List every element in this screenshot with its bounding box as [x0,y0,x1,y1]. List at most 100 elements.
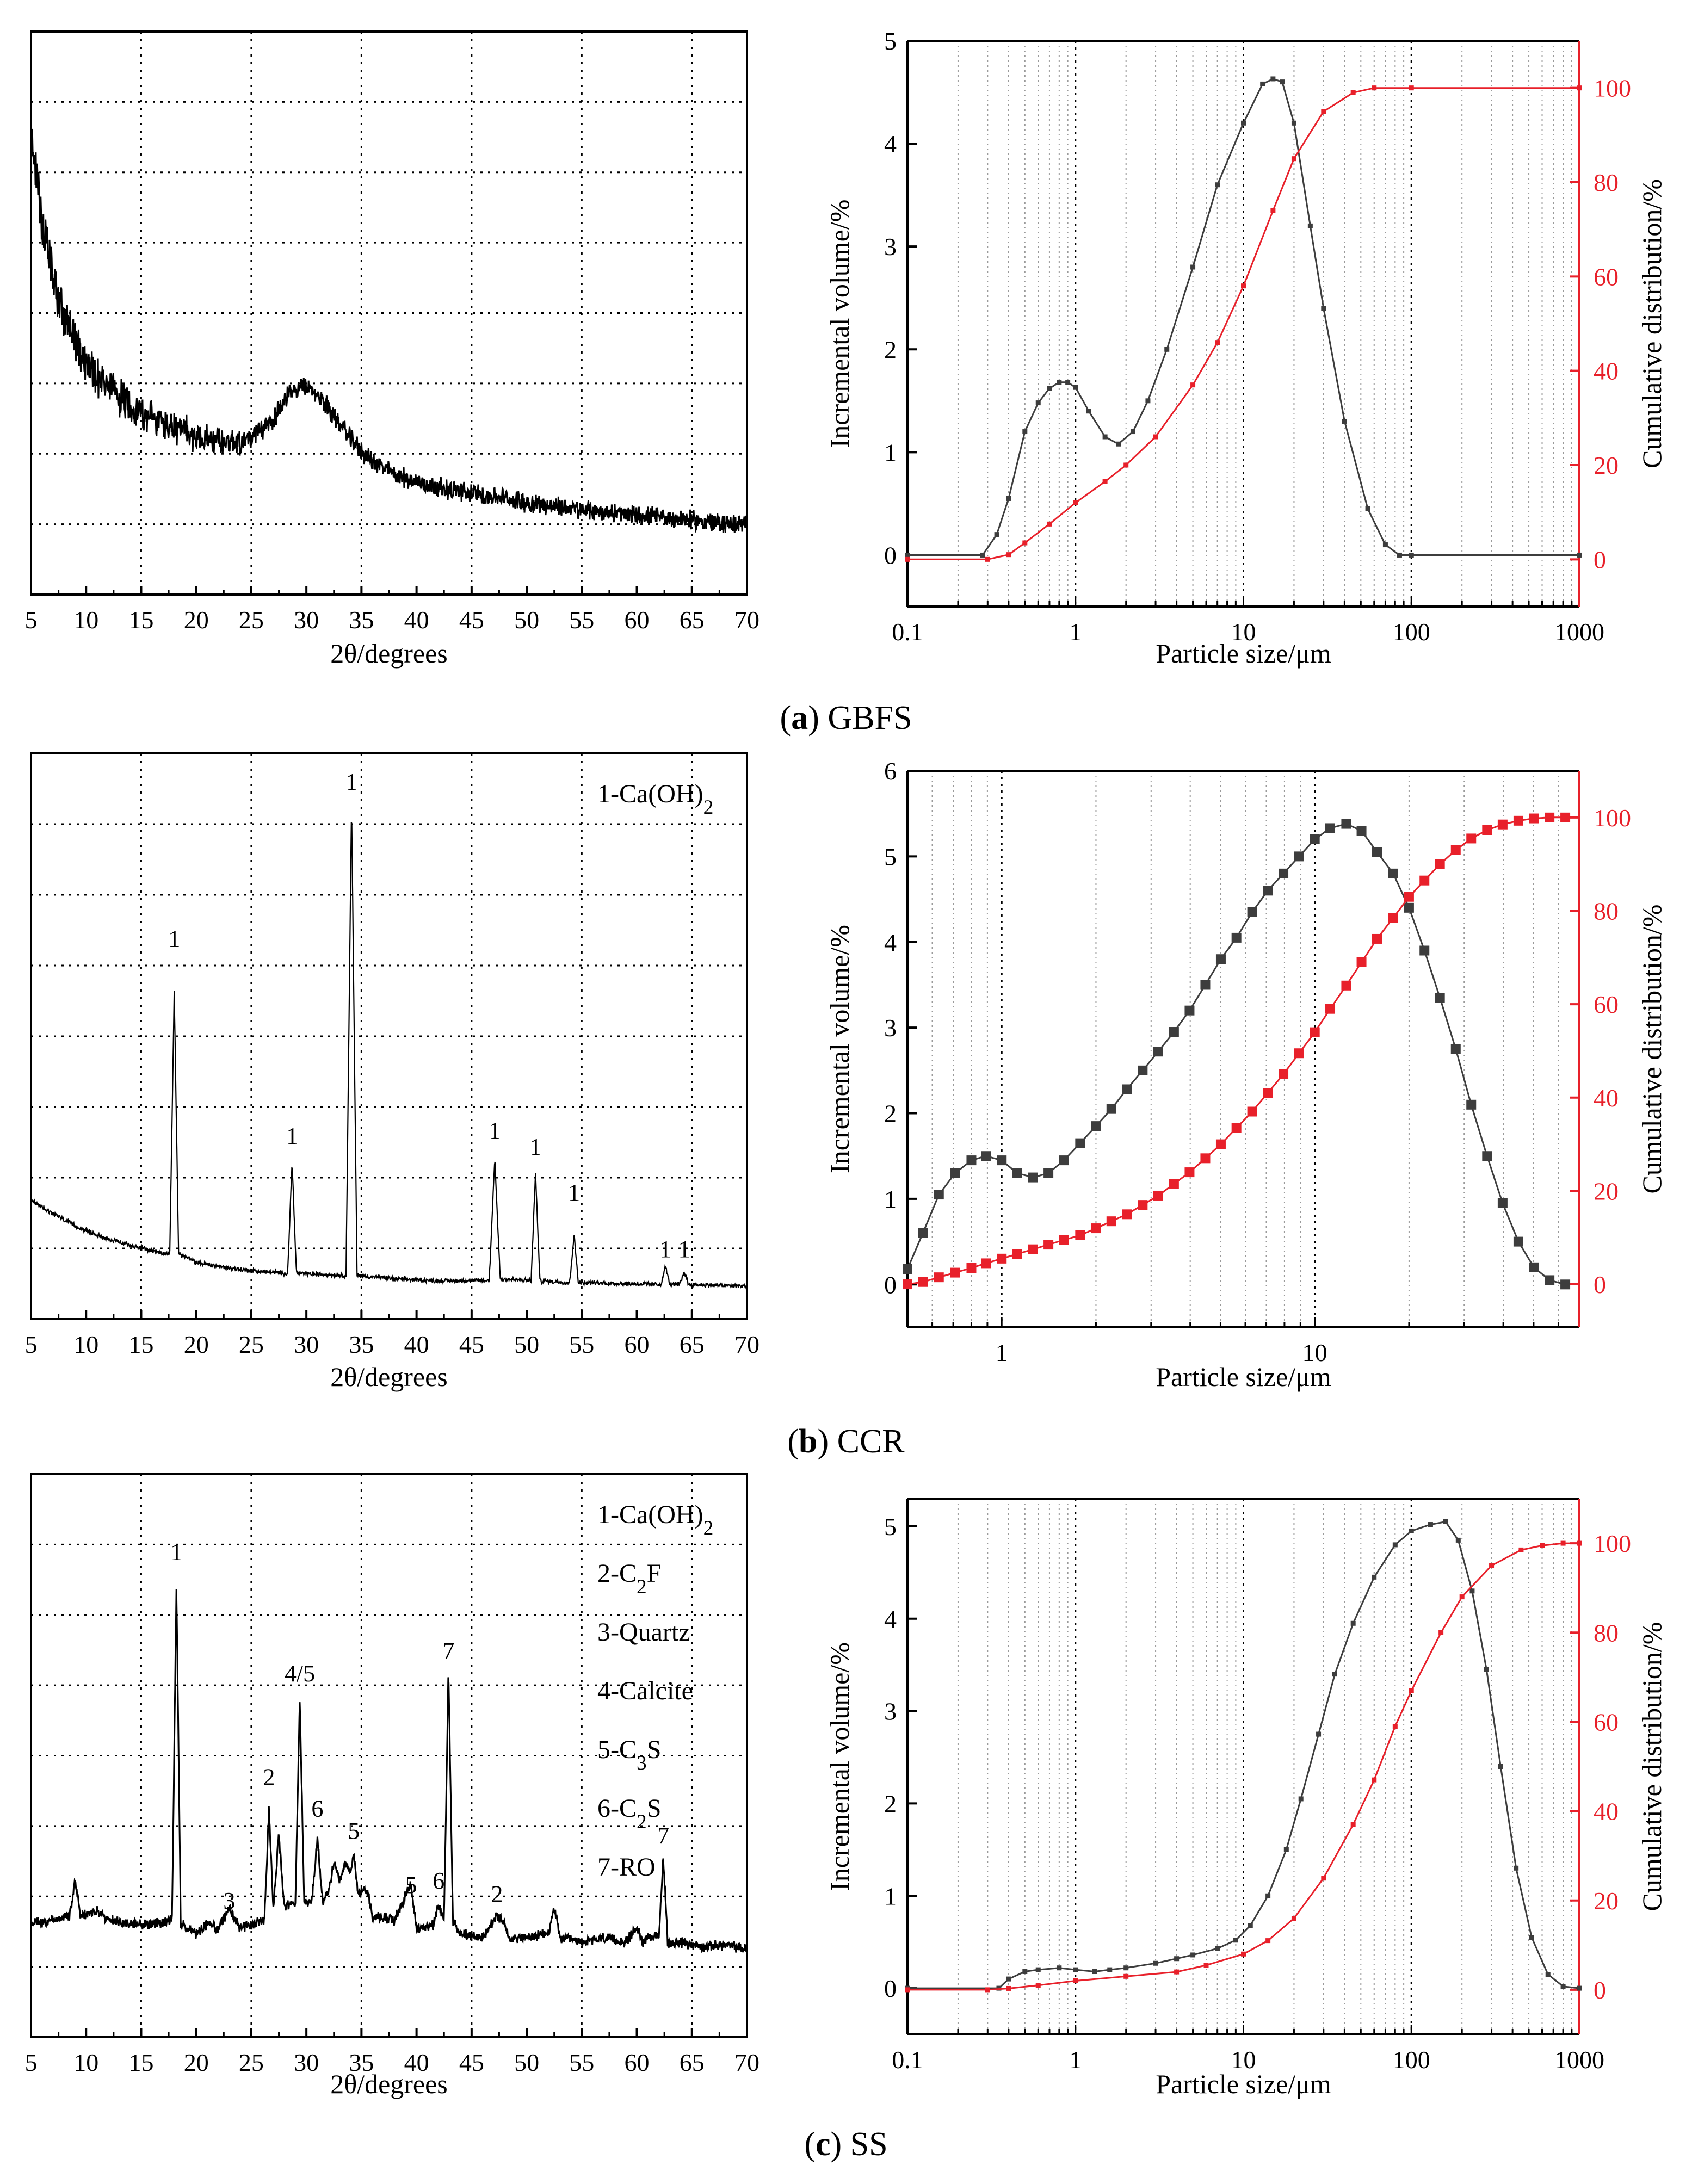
psd-cumulative-point [1012,1249,1022,1259]
psd-incremental-point [994,532,999,537]
xrd-legend-entry: 2-C2F [597,1559,661,1598]
psd-cumulative-point [903,1279,912,1290]
psd-ytick-label: 2 [884,1790,897,1817]
psd-xtick-label: 0.1 [892,2046,923,2074]
psd-cumulative-point [1231,1123,1242,1133]
psd-incremental-point [1190,1952,1196,1958]
xrd-peak-label: 1 [568,1179,580,1206]
psd-incremental-point [1057,380,1062,385]
xrd-xtick-label: 40 [404,606,429,634]
xrd-xtick-label: 40 [404,2049,429,2076]
psd-incremental-point [1455,1537,1461,1543]
psd-cumulative-point [1404,892,1414,902]
psd-cumulative-point [950,1267,960,1278]
psd-chart: 0 1 2 3 4 5 0 20 40 60 80 100 0.1 1 10 100 1000 Particle … [824,27,1667,669]
panel-caption: (c) SS [804,2126,887,2163]
psd-cumulative-point [1153,434,1158,440]
psd-xtick-label: 10 [1231,2046,1256,2074]
psd-cumulative-point [1006,1985,1011,1991]
psd-incremental-point [1529,1935,1534,1940]
psd-ytick-label: 2 [884,336,897,363]
xrd-xtick-label: 65 [680,606,705,634]
xrd-chart: 5 10 15 20 25 30 35 40 45 50 55 60 65 702θ/degrees1-C… [25,752,759,1392]
xrd-xtick-label: 50 [514,606,539,634]
psd-ytick-label: 0 [884,541,897,569]
psd-cumulative-point [1035,1983,1041,1988]
psd-incremental-line [906,823,1566,1285]
psd-cumulative-point [1459,1594,1465,1600]
xrd-peak-label: 2 [263,1764,275,1790]
psd-cumulative-point [1372,85,1377,91]
psd-ylabel2: Cumulative distribution/% [1637,905,1667,1194]
psd-incremental-point [1577,552,1582,558]
psd-incremental-point [1012,1168,1022,1178]
psd-incremental-point [1529,1262,1539,1272]
psd-incremental-point [1466,1099,1477,1110]
xrd-xlabel: 2θ/degrees [330,1362,448,1392]
xrd-xlabel: 2θ/degrees [330,638,448,669]
xrd-xtick-label: 5 [25,2049,38,2076]
psd-cumulative-point [1279,1069,1289,1079]
psd-ylabel: Incremental volume/% [824,1642,855,1891]
psd-incremental-point [1560,1984,1566,1989]
xrd-xtick-label: 65 [680,1331,705,1358]
psd-incremental-point [1469,1588,1475,1594]
psd-incremental-point [1092,1969,1097,1975]
xrd-pattern-line [30,1589,748,1954]
psd-incremental-point [980,552,985,558]
psd-chart: 0 1 2 3 4 5 0 20 40 60 80 100 0.1 1 10 100 1000 Particle … [824,1498,1667,2099]
psd-xtick-label: 1000 [1554,618,1604,646]
psd-cumulative-point [1310,1027,1320,1037]
psd-cumulative-point [1321,1876,1326,1881]
psd-ytick-label: 5 [884,27,897,55]
psd-cumulative-point [918,1277,928,1287]
xrd-peak-label: 7 [442,1637,454,1664]
psd-incremental-point [1190,264,1196,270]
psd-cumulative-point [1577,85,1582,91]
psd-ytick2-label: 20 [1594,451,1619,479]
psd-incremental-point [1028,1172,1038,1183]
psd-ytick2-label: 80 [1594,897,1619,925]
psd-xtick-label: 100 [1393,618,1430,646]
psd-ylabel2: Cumulative distribution/% [1637,1622,1667,1911]
xrd-xtick-label: 60 [625,2049,650,2076]
xrd-peak-label: 1 [345,769,357,795]
psd-cumulative-point [1215,340,1220,345]
xrd-chart: 5 10 15 20 25 30 35 40 45 50 55 60 65 702θ/degrees1-C… [25,1473,759,2099]
psd-incremental-point [1316,1731,1322,1737]
xrd-peak-label: 1 [659,1236,671,1263]
psd-incremental-point [981,1151,991,1161]
psd-incremental-point [1086,409,1091,414]
psd-cumulative-point [1497,819,1508,830]
psd-ytick2-label: 80 [1594,1619,1619,1647]
psd-incremental-point [1107,1967,1113,1972]
psd-incremental-point [1514,1865,1519,1871]
psd-ytick-label: 4 [884,929,897,956]
psd-ylabel2: Cumulative distribution/% [1637,179,1667,468]
psd-cumulative-point [1388,913,1398,923]
psd-incremental-point [1169,1027,1179,1037]
psd-cumulative-point [1123,462,1129,468]
psd-cumulative-point [1075,1230,1085,1240]
xrd-legend-entry: 4-Calcite [597,1676,693,1705]
xrd-xtick-label: 10 [73,606,98,634]
psd-incremental-point [1035,400,1041,406]
psd-incremental-point [1122,1084,1132,1094]
psd-incremental-point [1392,1542,1398,1548]
psd-incremental-point [1350,1620,1356,1626]
psd-cumulative-point [1372,1777,1377,1783]
xrd-xtick-label: 10 [73,2049,98,2076]
psd-ytick2-label: 0 [1594,1976,1606,2004]
psd-incremental-point [1321,306,1326,311]
psd-cumulative-point [1047,521,1052,527]
psd-ytick2-label: 80 [1594,169,1619,196]
psd-incremental-point [1057,1965,1062,1971]
psd-cumulative-point [1350,90,1356,95]
xrd-peak-label: 5 [348,1818,360,1845]
psd-incremental-point [1307,223,1313,228]
psd-incremental-point [1332,1672,1337,1677]
psd-cumulative-point [1174,1969,1180,1975]
psd-incremental-point [1102,434,1108,440]
xrd-legend-entry: 6-C2S [597,1794,661,1833]
